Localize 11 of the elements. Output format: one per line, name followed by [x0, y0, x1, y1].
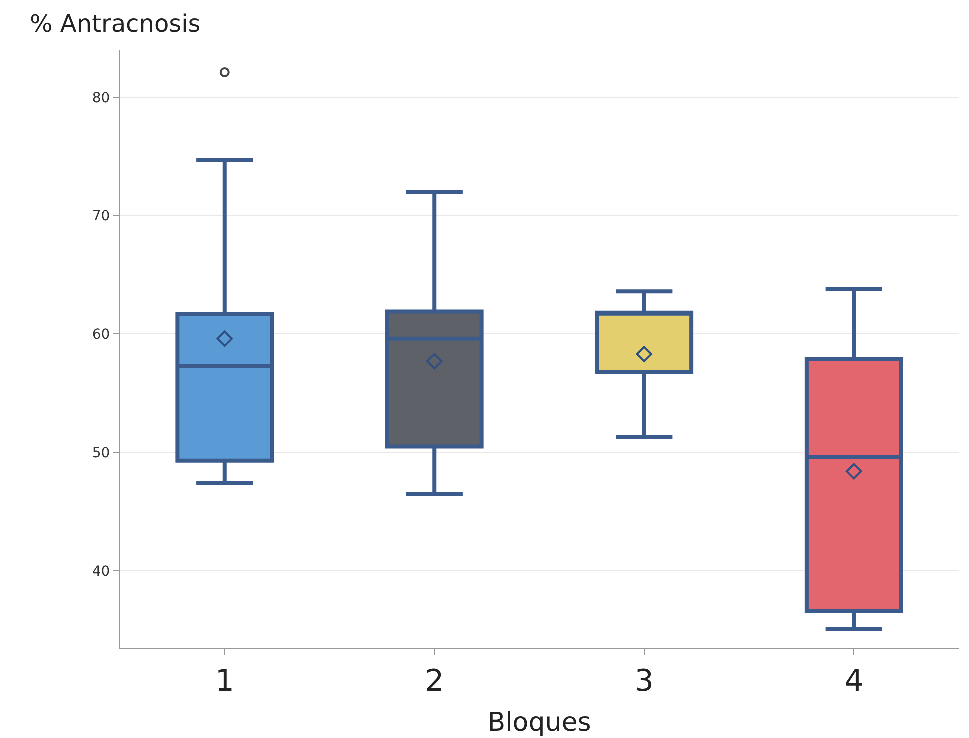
y-tick-label: 60 — [92, 327, 110, 344]
x-tick-label: 2 — [425, 664, 444, 699]
y-axis-title: % Antracnosis — [30, 10, 201, 38]
x-tick-label: 1 — [215, 664, 234, 699]
y-tick-label: 50 — [92, 446, 110, 462]
x-axis-title: Bloques — [488, 708, 592, 738]
y-tick-label: 40 — [92, 564, 110, 580]
y-tick-label: 80 — [92, 90, 110, 106]
y-tick-label: 70 — [92, 208, 110, 225]
x-tick-label: 3 — [634, 664, 654, 699]
x-tick-label: 4 — [844, 664, 864, 699]
